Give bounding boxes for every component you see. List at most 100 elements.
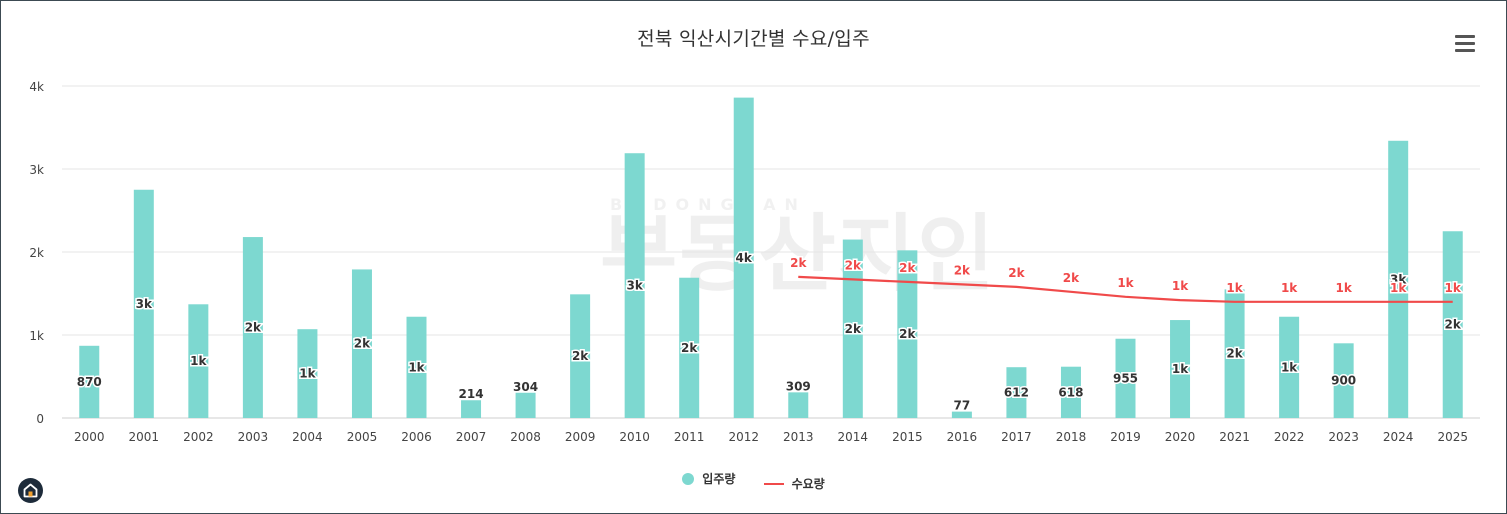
legend-label-move-in: 입주량: [702, 472, 736, 486]
bar-data-label: 4k: [736, 251, 753, 265]
bar-data-label: 1k: [1281, 360, 1298, 374]
legend-item-move-in[interactable]: 입주량: [682, 470, 735, 487]
bar-data-label: 77: [954, 399, 971, 413]
bar[interactable]: [1006, 367, 1027, 418]
x-tick-label: 2002: [183, 430, 214, 444]
x-tick-label: 2014: [838, 430, 869, 444]
bar-data-label: 2k: [1226, 347, 1243, 361]
legend-line-icon: [763, 482, 784, 485]
line-data-label: 1k: [1281, 281, 1298, 295]
line-data-label: 2k: [845, 258, 862, 272]
bar-data-label: 309: [786, 379, 811, 393]
x-tick-label: 2024: [1383, 430, 1414, 444]
legend-label-demand: 수요량: [791, 477, 825, 491]
bar[interactable]: [1442, 231, 1463, 418]
bar[interactable]: [79, 345, 100, 418]
bar-data-label: 304: [513, 380, 538, 394]
bar[interactable]: [1170, 320, 1191, 418]
bar[interactable]: [297, 329, 318, 418]
bar-data-label: 214: [459, 387, 484, 401]
x-tick-label: 2015: [892, 430, 923, 444]
x-tick-label: 2010: [619, 430, 650, 444]
bar[interactable]: [1060, 366, 1081, 418]
demand-line: [798, 275, 1453, 303]
x-tick-label: 2004: [292, 430, 323, 444]
home-logo-icon[interactable]: [18, 478, 43, 503]
x-tick-label: 2000: [74, 430, 105, 444]
bar[interactable]: [788, 392, 809, 418]
line-data-label: 1k: [1445, 281, 1462, 295]
x-tick-label: 2019: [1110, 430, 1141, 444]
bar[interactable]: [842, 239, 863, 418]
bar[interactable]: [1279, 316, 1300, 418]
chart-plot: 0 1k 2k 3k 4k 2000 2001 2002 2003 2004 2005 2006 200…: [29, 80, 1480, 444]
x-tick-label: 2020: [1165, 430, 1196, 444]
line-data-label: 1k: [1390, 281, 1407, 295]
x-tick-label: 2006: [401, 430, 432, 444]
x-tick-label: 2012: [728, 430, 759, 444]
x-tick-label: 2011: [674, 430, 705, 444]
y-tick-label: 4k: [29, 80, 44, 94]
bar[interactable]: [624, 153, 645, 419]
x-tick-label: 2023: [1328, 430, 1359, 444]
x-tick-label: 2007: [456, 430, 487, 444]
bar-data-label: 1k: [1172, 362, 1189, 376]
bar-data-label: 900: [1331, 374, 1356, 388]
x-tick-label: 2005: [347, 430, 378, 444]
legend-dot-icon: [682, 472, 695, 485]
bar[interactable]: [1333, 343, 1354, 418]
y-tick-label: 0: [36, 412, 44, 426]
line-data-label: 1k: [1117, 276, 1134, 290]
bar[interactable]: [1388, 140, 1409, 418]
bar-data-label: 612: [1004, 386, 1029, 400]
bar[interactable]: [570, 294, 591, 418]
bar-data-label: 3k: [1390, 272, 1407, 286]
bar-data-label: 2k: [572, 349, 589, 363]
bar[interactable]: [1224, 289, 1245, 418]
bar-data-label: 618: [1058, 385, 1083, 399]
line-data-label: 2k: [954, 263, 971, 277]
bar-data-label: 3k: [136, 297, 153, 311]
bar[interactable]: [515, 392, 536, 418]
bar[interactable]: [188, 304, 209, 418]
y-tick-label: 2k: [29, 246, 44, 260]
x-tick-label: 2009: [565, 430, 596, 444]
x-tick-label: 2013: [783, 430, 814, 444]
bar[interactable]: [897, 250, 918, 418]
x-tick-label: 2008: [510, 430, 541, 444]
line-data-label: 2k: [790, 256, 807, 270]
line-data-label: 1k: [1335, 281, 1352, 295]
bar[interactable]: [679, 277, 700, 418]
line-data-label: 2k: [899, 261, 916, 275]
legend: 입주량 수요량: [0, 470, 1507, 492]
bar[interactable]: [733, 97, 754, 419]
x-tick-label: 2021: [1219, 430, 1250, 444]
x-tick-label: 2017: [1001, 430, 1032, 444]
hamburger-menu-icon[interactable]: [1455, 35, 1475, 52]
bar[interactable]: [351, 269, 372, 418]
line-data-label: 2k: [1063, 271, 1080, 285]
bar-data-label: 2k: [845, 322, 862, 336]
bar[interactable]: [242, 237, 263, 418]
bar[interactable]: [951, 411, 972, 418]
x-tick-label: 2025: [1437, 430, 1468, 444]
bar-data-label: 2k: [899, 327, 916, 341]
bar-data-label: 1k: [190, 354, 207, 368]
x-tick-label: 2001: [129, 430, 160, 444]
x-tick-label: 2018: [1056, 430, 1087, 444]
bar[interactable]: [461, 400, 482, 418]
y-tick-label: 1k: [29, 329, 44, 343]
bar-data-label: 2k: [354, 337, 371, 351]
bar[interactable]: [133, 189, 154, 418]
bar-data-label: 955: [1113, 371, 1138, 385]
bar-data-label: 2k: [245, 321, 262, 335]
bar-data-label: 1k: [299, 367, 316, 381]
bar[interactable]: [406, 316, 427, 418]
line-data-label: 1k: [1226, 281, 1243, 295]
legend-item-demand[interactable]: 수요량: [763, 475, 825, 492]
y-tick-label: 3k: [29, 163, 44, 177]
chart-title: 전북 익산시기간별 수요/입주: [637, 28, 870, 50]
x-tick-label: 2016: [947, 430, 978, 444]
x-tick-label: 2003: [238, 430, 269, 444]
bar[interactable]: [1115, 338, 1136, 418]
